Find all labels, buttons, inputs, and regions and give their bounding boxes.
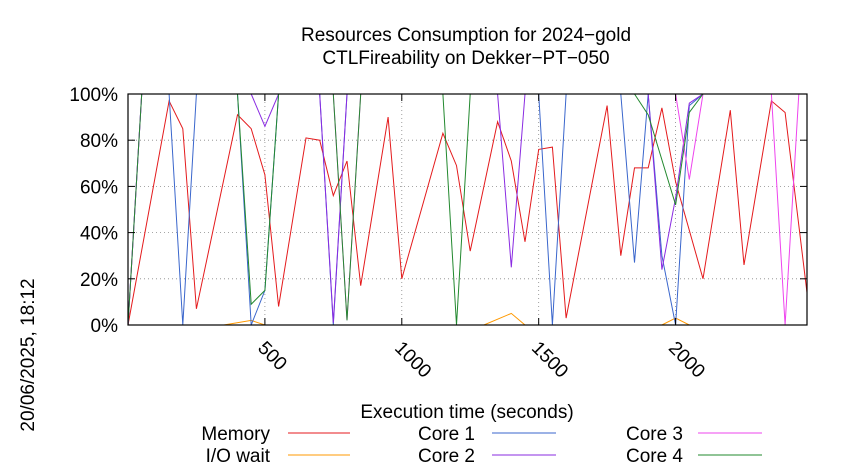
series-line-i-o-wait	[128, 312, 807, 326]
axis-ticks: 0% 20% 40% 60% 80% 100% 500 1000 1500 2000	[69, 85, 807, 382]
y-tick-label: 20%	[80, 270, 118, 291]
y-tick-label: 60%	[80, 177, 118, 198]
x-tick-label: 1500	[527, 338, 572, 383]
timestamp-label: 20/06/2025, 18:12	[18, 278, 39, 431]
x-axis-label: Execution time (seconds)	[360, 402, 573, 423]
series-line-memory	[127, 99, 808, 326]
x-tick-label: 1000	[390, 338, 435, 383]
series-lines	[127, 93, 808, 326]
series-line-core-2	[127, 93, 807, 326]
series-line-core-1	[127, 93, 807, 326]
legend-label-core-3: Core 3	[626, 424, 683, 445]
chart-title: Resources Consumption for 2024−gold	[301, 25, 631, 46]
legend-label-core-4: Core 4	[626, 446, 683, 467]
y-tick-label: 40%	[80, 224, 118, 245]
x-tick-label: 2000	[664, 338, 709, 383]
legend-label-core-1: Core 1	[418, 424, 475, 445]
grid-lines	[128, 94, 807, 325]
legend-label-core-2: Core 2	[418, 446, 475, 467]
x-tick-label: 500	[253, 338, 290, 375]
y-tick-label: 80%	[80, 131, 118, 152]
plot-frame	[127, 93, 808, 326]
y-tick-label: 100%	[69, 85, 118, 106]
series-line-core-4	[127, 93, 807, 326]
y-tick-label: 0%	[91, 316, 119, 337]
legend-label-memory: Memory	[201, 424, 270, 445]
legend-label-i-o-wait: I/O wait	[206, 446, 271, 467]
chart-subtitle: CTLFireability on Dekker−PT−050	[322, 48, 609, 69]
series-line-core-3	[127, 93, 807, 326]
